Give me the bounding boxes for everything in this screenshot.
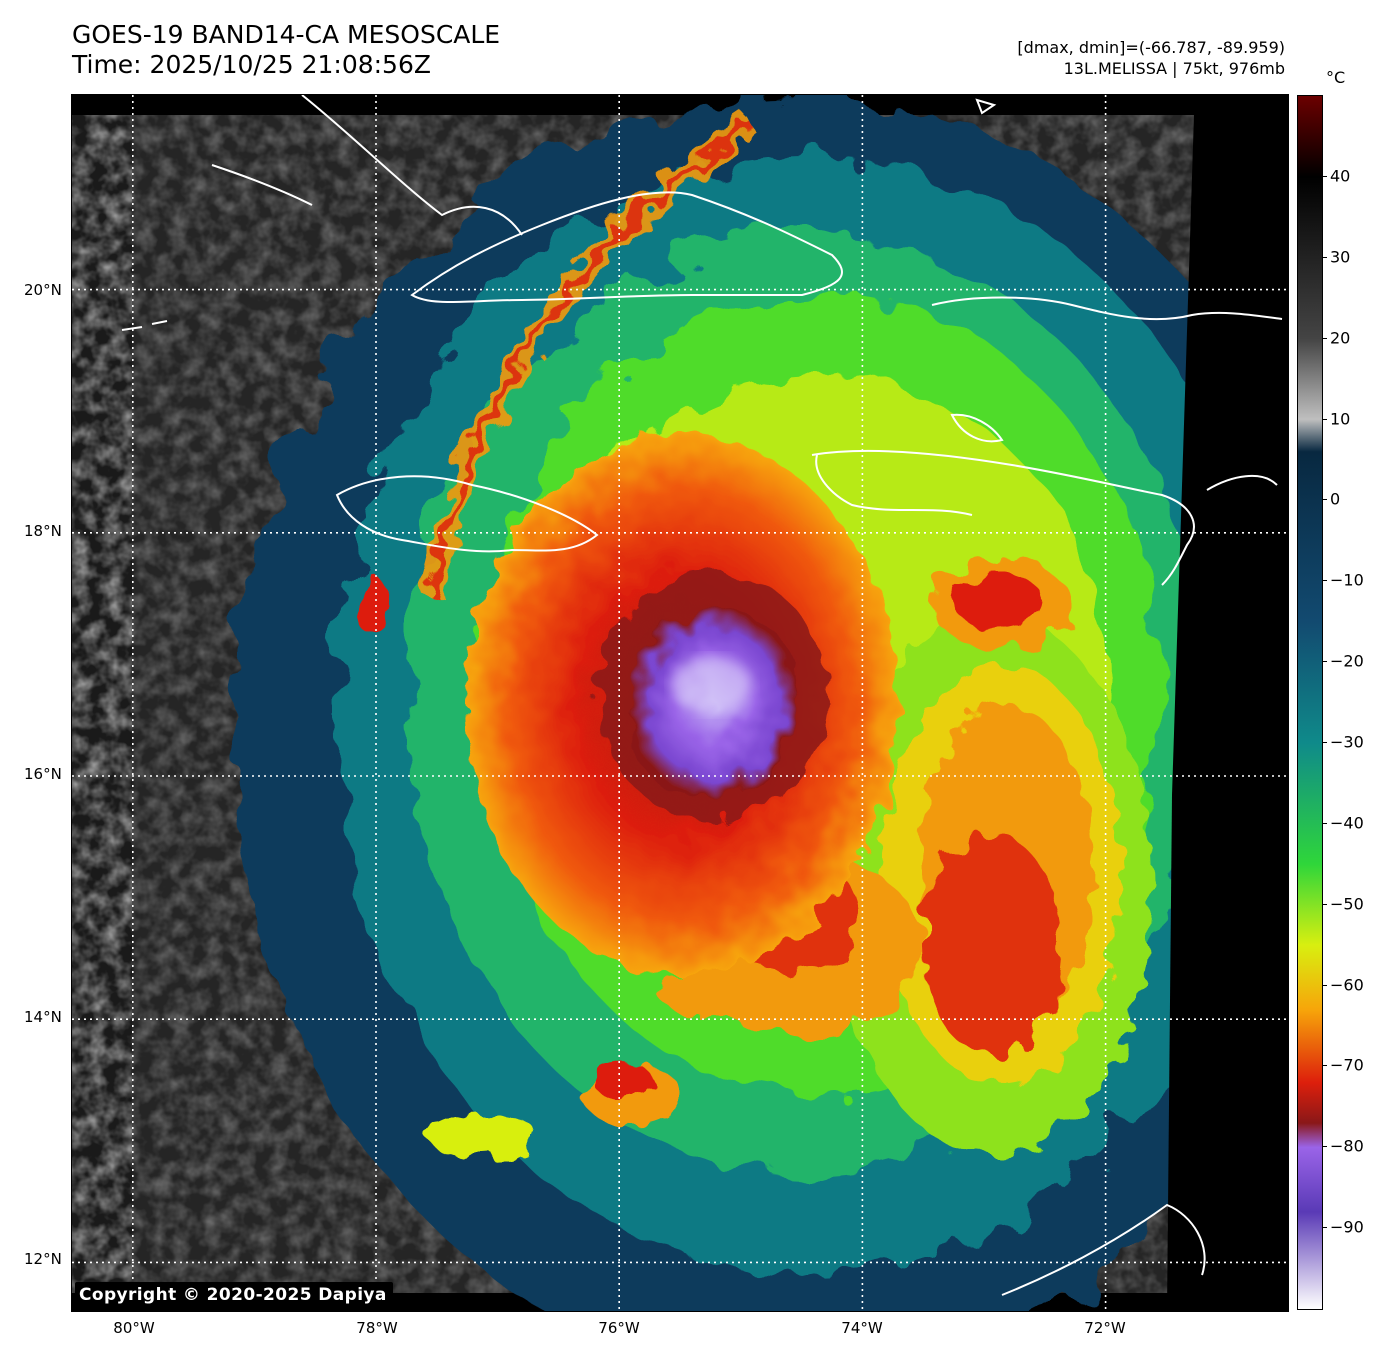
colorbar-tick-label: 30 (1330, 247, 1351, 267)
storm-text: 13L.MELISSA | 75kt, 976mb (1063, 59, 1285, 78)
lat-label-18n: 18°N (24, 522, 62, 540)
colorbar-tick-mark (1322, 337, 1327, 339)
copyright-label: Copyright © 2020-2025 Dapiya (75, 1282, 393, 1309)
lat-label-12n: 12°N (24, 1250, 62, 1268)
colorbar-tick-mark (1322, 1227, 1327, 1229)
colorbar-tick-label: −60 (1330, 975, 1364, 994)
colorbar-tick-mark (1322, 822, 1327, 824)
title-line-2: Time: 2025/10/25 21:08:56Z (72, 50, 431, 79)
satellite-image (72, 95, 1288, 1311)
range-text: [dmax, dmin]=(-66.787, -89.959) (1017, 38, 1285, 57)
colorbar-tick-label: −40 (1330, 813, 1364, 833)
gridlines (72, 95, 1288, 1311)
colorbar-tick-label: 10 (1330, 409, 1351, 428)
lat-label-16n: 16°N (24, 765, 62, 783)
colorbar-tick-mark (1322, 741, 1327, 743)
lat-label-14n: 14°N (24, 1008, 62, 1026)
lon-label-80w: 80°W (113, 1319, 155, 1337)
colorbar-unit: °C (1326, 68, 1346, 87)
lon-label-74w: 74°W (841, 1319, 883, 1337)
colorbar-tick-mark (1322, 984, 1327, 986)
colorbar-tick-label: −10 (1330, 570, 1364, 590)
colorbar-tick-label: −70 (1330, 1055, 1364, 1075)
colorbar-tick-label: −20 (1330, 651, 1364, 671)
storm-info: [dmax, dmin]=(-66.787, -89.959) 13L.MELI… (1017, 37, 1285, 79)
colorbar-tick-mark (1322, 580, 1327, 582)
lon-label-76w: 76°W (598, 1319, 640, 1337)
colorbar-tick-mark (1322, 175, 1327, 177)
colorbar-tick-mark (1322, 1146, 1327, 1148)
colorbar-tick-mark (1322, 499, 1327, 501)
colorbar-tick-mark (1322, 661, 1327, 663)
colorbar-tick-mark (1322, 903, 1327, 905)
title-line-1: GOES-19 BAND14-CA MESOSCALE (72, 20, 501, 49)
colorbar-tick-mark (1322, 418, 1327, 420)
colorbar-tick-label: 0 (1330, 489, 1341, 509)
lon-label-72w: 72°W (1084, 1319, 1126, 1337)
colorbar-tick-label: −50 (1330, 894, 1364, 914)
lon-label-78w: 78°W (356, 1319, 398, 1337)
colorbar-tick-label: −90 (1330, 1217, 1364, 1237)
colorbar-tick-mark (1322, 1065, 1327, 1067)
colorbar-tick-label: 20 (1330, 328, 1351, 348)
lat-label-20n: 20°N (24, 281, 62, 299)
colorbar-tick-mark (1322, 256, 1327, 258)
colorbar-tick-label: −80 (1330, 1136, 1364, 1156)
colorbar (1297, 95, 1323, 1310)
colorbar-tick-label: 40 (1330, 166, 1351, 186)
colorbar-tick-label: −30 (1330, 732, 1364, 752)
satellite-map[interactable]: Copyright © 2020-2025 Dapiya (71, 94, 1289, 1312)
figure-title: GOES-19 BAND14-CA MESOSCALE Time: 2025/1… (72, 20, 500, 80)
